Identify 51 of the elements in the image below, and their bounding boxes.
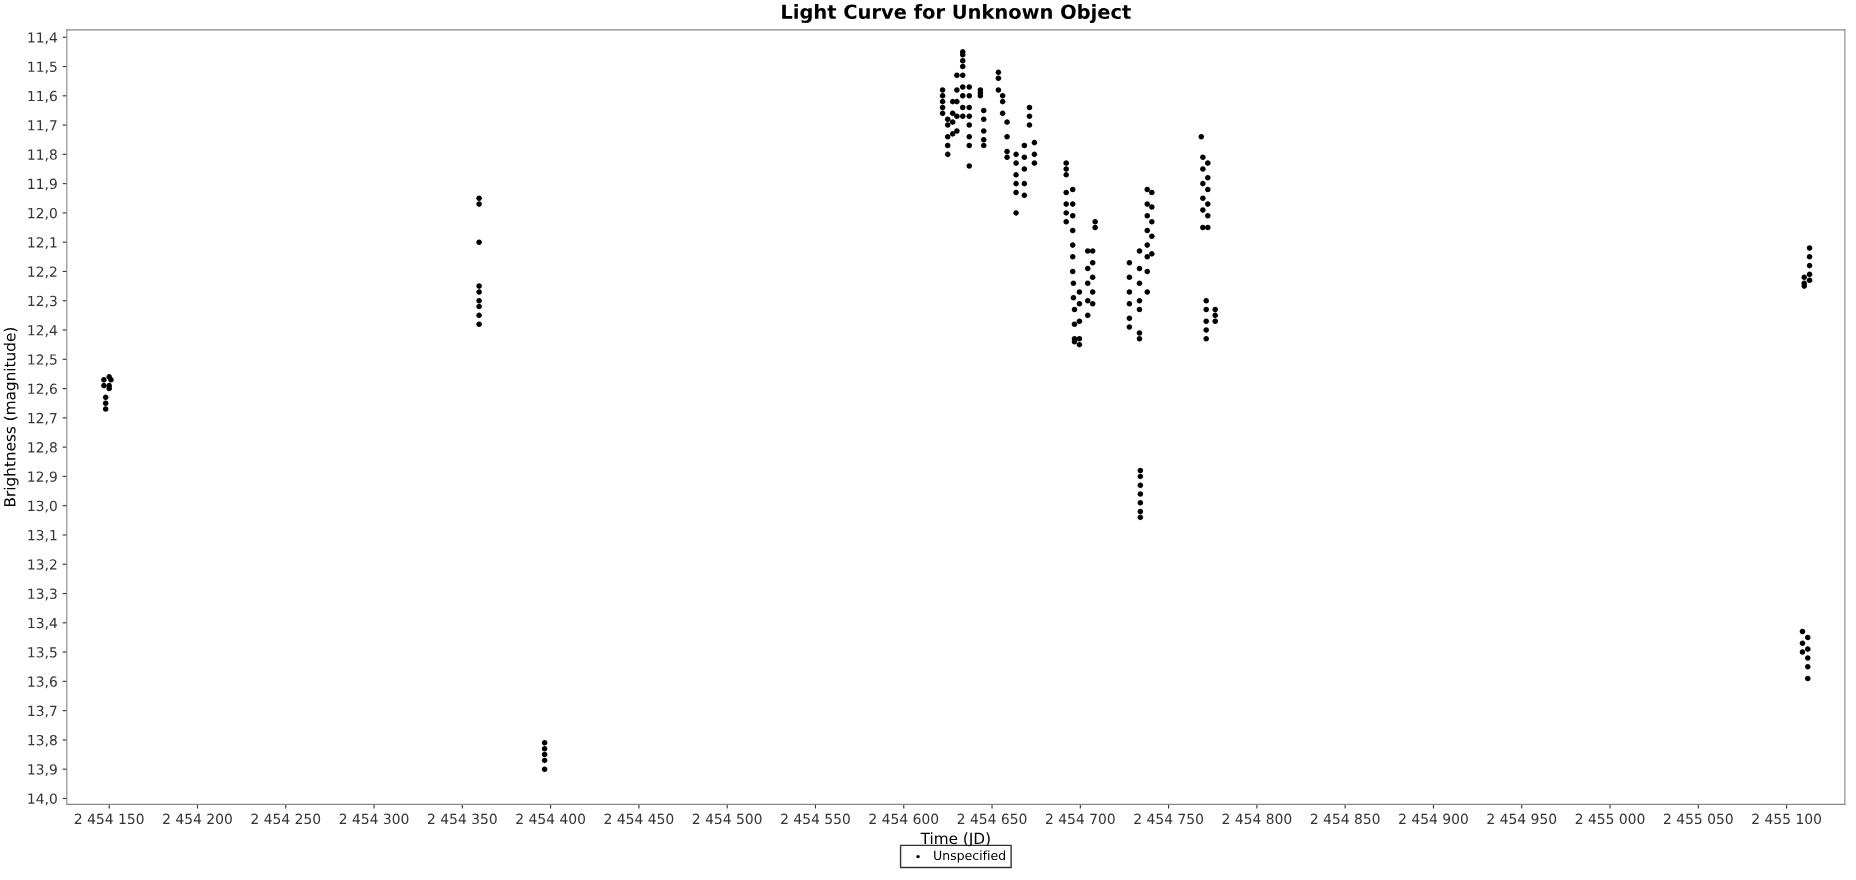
y-tick-label: 13,7 xyxy=(28,705,57,718)
x-tick-label: 2 454 800 xyxy=(1222,813,1292,825)
x-axis-title: Time (JD) xyxy=(920,832,990,848)
y-tick-label: 13,4 xyxy=(28,617,58,630)
y-tick-label: 11,4 xyxy=(28,32,58,45)
y-tick-label: 12,9 xyxy=(28,471,57,484)
y-tick-label: 13,1 xyxy=(28,529,57,542)
x-tick-label: 2 454 550 xyxy=(781,813,850,825)
x-tick-label: 2 454 750 xyxy=(1134,813,1204,825)
y-tick-label: 12,2 xyxy=(28,266,57,279)
legend-label: Unspecified xyxy=(934,850,1005,863)
x-tick-label: 2 454 250 xyxy=(251,813,321,825)
y-tick-label: 12,4 xyxy=(28,324,58,337)
y-tick-label: 13,2 xyxy=(28,559,57,572)
x-tick-label: 2 455 050 xyxy=(1663,813,1733,825)
x-tick-label: 2 454 450 xyxy=(604,813,674,825)
x-tick-label: 2 454 400 xyxy=(516,813,586,825)
y-tick-label: 13,0 xyxy=(28,500,57,513)
x-tick-label: 2 454 200 xyxy=(163,813,232,825)
y-tick-label: 12,5 xyxy=(28,354,57,367)
x-tick-label: 2 454 150 xyxy=(74,813,144,825)
x-tick-label: 2 454 850 xyxy=(1310,813,1380,825)
y-tick-label: 11,6 xyxy=(28,90,57,103)
y-tick-label: 12,8 xyxy=(28,442,57,455)
y-tick-label: 13,8 xyxy=(28,734,57,747)
x-tick-label: 2 454 500 xyxy=(692,813,762,825)
y-tick-label: 13,5 xyxy=(28,647,57,659)
y-tick-label: 11,9 xyxy=(28,178,57,191)
y-tick-label: 12,6 xyxy=(28,383,57,396)
y-tick-label: 12,1 xyxy=(28,237,57,250)
y-axis-title: Brightness (magnitude) xyxy=(3,328,19,507)
x-tick-label: 2 454 900 xyxy=(1399,813,1468,825)
y-tick-label: 13,9 xyxy=(28,764,57,777)
x-tick-label: 2 454 350 xyxy=(428,813,497,825)
x-tick-label: 2 455 000 xyxy=(1575,813,1645,825)
y-tick-label: 11,8 xyxy=(28,149,57,162)
y-tick-label: 13,3 xyxy=(28,588,57,601)
x-tick-label: 2 454 950 xyxy=(1487,813,1557,825)
y-tick-label: 12,7 xyxy=(28,412,57,425)
y-tick-label: 11,5 xyxy=(28,61,57,74)
y-tick-label: 14,0 xyxy=(28,793,57,806)
x-tick-label: 2 454 700 xyxy=(1046,813,1115,825)
chart-title: Light Curve for Unknown Object xyxy=(782,4,1131,23)
y-tick-label: 12,0 xyxy=(28,207,57,220)
x-tick-label: 2 454 300 xyxy=(339,813,409,825)
x-tick-label: 2 454 650 xyxy=(957,813,1027,825)
y-tick-label: 11,7 xyxy=(28,120,57,132)
y-tick-label: 13,6 xyxy=(28,676,57,689)
y-tick-label: 12,3 xyxy=(28,295,57,308)
x-tick-label: 2 454 600 xyxy=(869,813,939,825)
x-tick-label: 2 455 100 xyxy=(1752,813,1822,825)
